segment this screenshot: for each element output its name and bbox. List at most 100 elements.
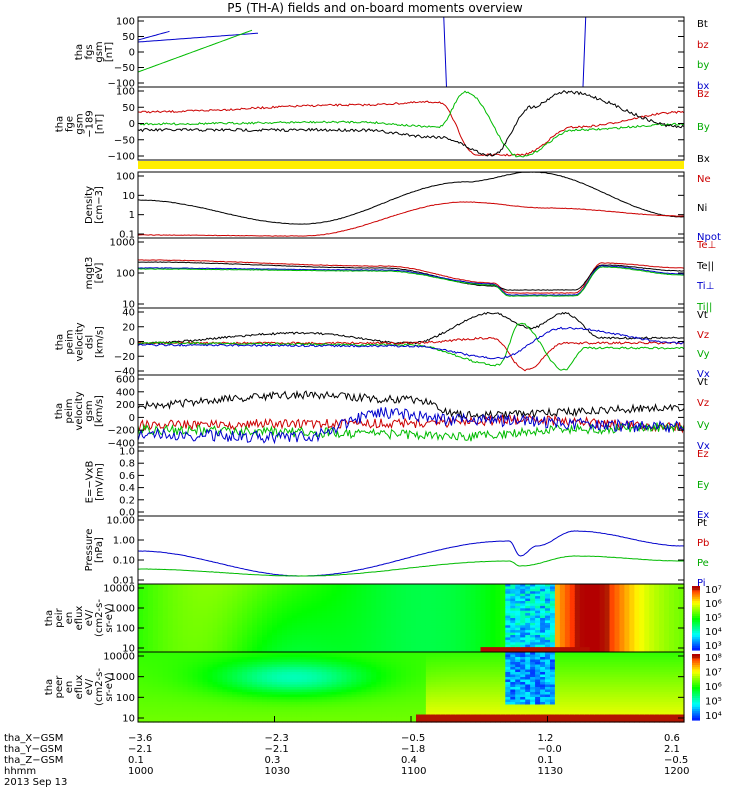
tick-label-density: 1 <box>129 210 135 221</box>
vdsl-vx-line <box>137 326 685 360</box>
temp-ti-par-line <box>137 266 685 297</box>
footer-value: −3.6 <box>128 733 153 744</box>
tick-label-fge: 0 <box>129 119 135 130</box>
legend-velgsm: Vz <box>697 398 710 410</box>
colorbar-label-elecspec: 10⁴ <box>705 711 722 722</box>
colorbar-elecspec <box>692 654 700 721</box>
temp-ti-perp-line <box>137 265 685 296</box>
tick-label-density: 0.1 <box>119 230 135 241</box>
ylabel-velgsm: tha peim velocity gsm [km/s] <box>54 391 105 431</box>
footer-value: 1200 <box>664 766 690 777</box>
tick-label-temp: 100 <box>116 269 135 280</box>
colorbar-label-elecspec: 10⁵ <box>705 697 722 708</box>
fge-bx-line <box>137 90 685 157</box>
fge-by-line <box>137 90 685 158</box>
tick-label-elecspec: 10 <box>122 714 135 725</box>
legend-fge: By <box>697 121 710 133</box>
legend-efield: Ez <box>697 449 709 460</box>
tick-label-efield: 0.4 <box>119 483 135 494</box>
tick-label-density: 10 <box>122 191 135 202</box>
tick-label-ionspec: 1000 <box>110 604 135 615</box>
fge-bz-line <box>137 100 685 157</box>
legend-temp: Ti⊥ <box>697 281 715 293</box>
tick-label-ionspec: 10000 <box>103 584 135 595</box>
tick-label-elecspec: 100 <box>116 693 135 704</box>
colorbar-label-ionspec: 10³ <box>705 641 722 652</box>
density-ne-line <box>137 201 685 237</box>
figure-title: P5 (TH-A) fields and on-board moments ov… <box>227 1 523 15</box>
tick-label-velgsm: 400 <box>116 387 135 398</box>
colorbar-label-ionspec: 10⁴ <box>705 627 722 638</box>
legend-pressure: Pt <box>697 518 707 529</box>
footer-value: −0.5 <box>401 733 426 744</box>
tick-label-temp: 1000 <box>110 238 135 249</box>
legend-veldsl: Vy <box>697 349 710 361</box>
footer-value: −2.3 <box>264 733 289 744</box>
fgs-bx-rise <box>582 16 587 88</box>
footer-value: −1.8 <box>401 744 426 755</box>
legend-fgs: by <box>697 60 710 72</box>
ylabel-density: Density [cm−3] <box>84 185 105 225</box>
tick-label-veldsl: 0 <box>129 337 135 348</box>
fgs-bx-head <box>137 30 170 41</box>
footer-label: tha_X−GSM <box>4 733 64 744</box>
tick-label-fge: 50 <box>122 103 135 114</box>
tick-label-veldsl: −40 <box>114 367 135 378</box>
footer-label: tha_Z−GSM <box>4 755 64 766</box>
vgsm-vz-line <box>137 414 685 434</box>
ylabel-fgs: tha fgs gsm [nT] <box>74 41 115 63</box>
fgs-bx-line <box>137 32 259 43</box>
ylabel-pressure: Pressure [nPa] <box>84 528 105 572</box>
vdsl-vy-line <box>137 322 685 371</box>
tick-label-veldsl: 40 <box>122 308 135 319</box>
fgs-bx-drop <box>443 16 447 88</box>
footer-value: −0.5 <box>664 755 689 766</box>
legend-pressure: Pb <box>697 538 710 549</box>
tick-label-efield: 1.0 <box>119 447 135 458</box>
tick-label-fgs: −50 <box>114 63 135 74</box>
footer-row: tha_Z−GSM 0.1 0.3 0.4 0.1 −0.5 <box>0 755 750 766</box>
colorbar-label-elecspec: 10⁶ <box>705 682 722 693</box>
footer-value: 2.1 <box>664 744 680 755</box>
footer-value: 1.2 <box>537 733 554 744</box>
footer-value: 1130 <box>537 766 563 777</box>
footer-value: 0.6 <box>664 733 680 744</box>
legend-fgs: bx <box>697 81 710 92</box>
ylabel-elecspec: tha peer en eflux eV/ (cm2-s- sr-eV) <box>44 668 115 706</box>
vgsm-vx-line <box>137 407 685 445</box>
footer-label: hhmm <box>4 766 37 777</box>
tick-label-efield: 0.0 <box>119 508 135 519</box>
fgs-by-line <box>137 29 253 73</box>
footer-value: 0.3 <box>264 755 281 766</box>
legend-veldsl: Vz <box>697 329 710 341</box>
colorbar-label-ionspec: 10⁶ <box>705 599 722 610</box>
vdsl-vt-line <box>137 311 685 345</box>
panel-frame-fge <box>137 86 685 161</box>
tick-label-velgsm: 0 <box>129 413 135 424</box>
colorbar-label-elecspec: 10⁸ <box>705 653 722 664</box>
tick-label-fge: −50 <box>114 135 135 146</box>
electron-spectrogram <box>138 652 685 723</box>
footer-date: 2013 Sep 13 <box>4 777 68 788</box>
footer-value: 0.1 <box>537 755 554 766</box>
tick-label-pressure: 0.10 <box>113 556 135 567</box>
panel-frame-efield <box>137 446 685 517</box>
panel-frame-fgs <box>137 16 685 88</box>
tick-label-fgs: 0 <box>129 48 135 59</box>
tick-label-temp: 10 <box>122 300 135 311</box>
footer-value: −0.0 <box>537 744 562 755</box>
tick-label-pressure: 0.01 <box>113 576 135 587</box>
panel-frame-density <box>137 171 685 239</box>
legend-velgsm: Vx <box>697 441 710 452</box>
tick-label-pressure: 10.00 <box>106 516 135 527</box>
colorbar-label-ionspec: 10⁵ <box>705 613 722 624</box>
legend-efield: Ey <box>697 479 710 491</box>
ylabel-veldsl: tha peim velocity dsl [km/s] <box>54 321 105 362</box>
footer-value: 1030 <box>264 766 290 777</box>
legend-density: Npot <box>697 232 721 243</box>
tick-label-efield: 0.2 <box>119 495 135 506</box>
pressure-pi-line <box>137 530 685 577</box>
legend-temp: Te⊥ <box>697 240 717 251</box>
